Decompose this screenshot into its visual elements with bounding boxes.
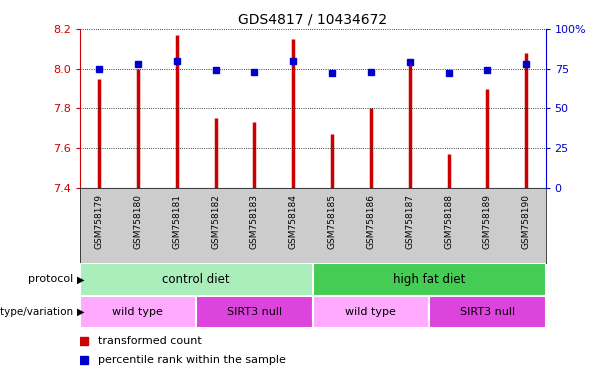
Text: GSM758187: GSM758187 <box>405 194 414 249</box>
Bar <box>429 296 546 328</box>
Title: GDS4817 / 10434672: GDS4817 / 10434672 <box>238 12 387 26</box>
Text: GSM758185: GSM758185 <box>327 194 337 249</box>
Text: GSM758189: GSM758189 <box>483 194 492 249</box>
Bar <box>196 296 313 328</box>
Text: high fat diet: high fat diet <box>393 273 465 286</box>
Text: protocol: protocol <box>28 274 74 285</box>
Bar <box>80 296 196 328</box>
Text: ▶: ▶ <box>77 274 84 285</box>
Text: GSM758188: GSM758188 <box>444 194 453 249</box>
Bar <box>80 263 313 296</box>
Text: GSM758184: GSM758184 <box>289 194 298 249</box>
Text: wild type: wild type <box>346 307 396 317</box>
Text: GSM758182: GSM758182 <box>211 194 220 249</box>
Bar <box>313 263 546 296</box>
Text: GSM758190: GSM758190 <box>522 194 531 249</box>
Text: GSM758180: GSM758180 <box>134 194 142 249</box>
Text: ▶: ▶ <box>77 307 84 317</box>
Text: GSM758183: GSM758183 <box>250 194 259 249</box>
Text: GSM758186: GSM758186 <box>367 194 375 249</box>
Text: transformed count: transformed count <box>98 336 202 346</box>
Text: GSM758181: GSM758181 <box>172 194 181 249</box>
Text: SIRT3 null: SIRT3 null <box>460 307 515 317</box>
Text: SIRT3 null: SIRT3 null <box>227 307 282 317</box>
Text: wild type: wild type <box>113 307 163 317</box>
Text: control diet: control diet <box>162 273 230 286</box>
Text: percentile rank within the sample: percentile rank within the sample <box>98 355 286 365</box>
Text: genotype/variation: genotype/variation <box>0 307 74 317</box>
Bar <box>313 296 429 328</box>
Text: GSM758179: GSM758179 <box>94 194 104 249</box>
